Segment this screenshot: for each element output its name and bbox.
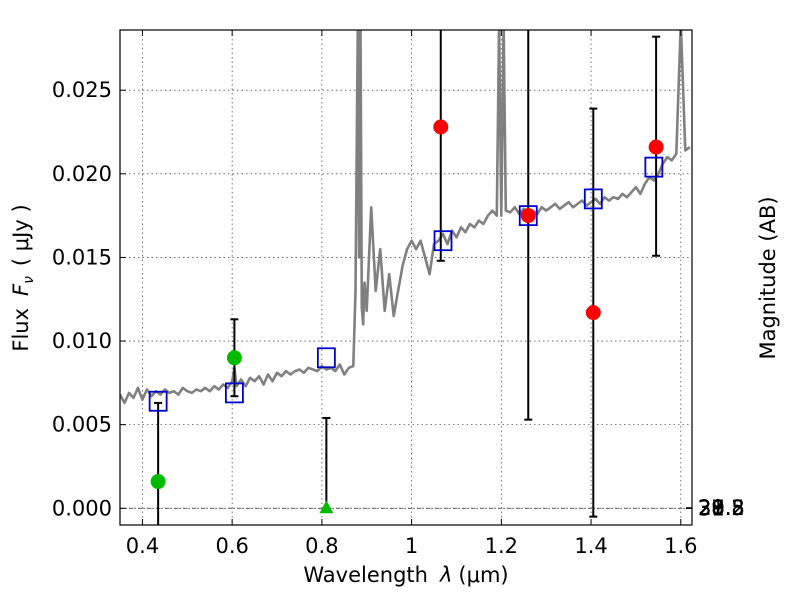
y-tick-label: 0.000	[52, 496, 112, 520]
magnitude-tick-label: 31	[698, 496, 725, 520]
model-square-marker	[433, 230, 453, 252]
red-data-point	[520, 208, 536, 224]
green-data-point	[226, 350, 242, 366]
model-square-marker	[316, 347, 336, 369]
x-tick-label: 1.6	[664, 534, 697, 558]
x-tick-label: 0.4	[126, 534, 159, 558]
magnitude-tick-label: 28	[698, 496, 725, 520]
y-axis-label: FluxFν( μJy )	[9, 204, 37, 351]
x-tick-label: 1.4	[574, 534, 607, 558]
right-axis-label: Magnitude (AB)	[756, 196, 780, 359]
magnitude-tick-label: 28.5	[698, 496, 745, 520]
magnitude-tick-label: 28.2	[698, 496, 745, 520]
red-data-point	[433, 119, 449, 135]
model-square-marker	[224, 382, 244, 404]
magnitude-tick-label: 30	[698, 496, 725, 520]
x-axis-ticks: 0.4 0.6 0.8 1 1.2 1.4 1.6	[126, 30, 697, 558]
model-markers	[148, 156, 664, 412]
y-tick-label: 0.005	[52, 413, 112, 437]
red-data-point	[648, 139, 664, 155]
grid-lines	[120, 30, 692, 525]
green-data-point	[150, 474, 166, 490]
y-tick-label: 0.020	[52, 162, 112, 186]
plot-frame	[119, 29, 693, 526]
magnitude-tick-label: 29	[698, 496, 725, 520]
magnitude-tick-label: 29.5	[698, 496, 745, 520]
y-tick-label: 0.010	[52, 329, 112, 353]
y-tick-label: 0.025	[52, 78, 112, 102]
model-square-marker	[583, 188, 603, 210]
y-axis-ticks: 0.000 0.005 0.010 0.015 0.020 0.025	[52, 78, 126, 520]
model-square-marker	[518, 205, 538, 227]
model-square-marker	[148, 390, 168, 412]
y-tick-label: 0.015	[52, 245, 112, 269]
upper-limit-triangle-marker	[319, 500, 334, 514]
magnitude-tick-label: 27.8	[698, 496, 745, 520]
x-tick-label: 1.2	[485, 534, 518, 558]
x-axis-label: Wavelength λ (μm)	[303, 563, 508, 587]
x-tick-label: 0.8	[305, 534, 338, 558]
observed-markers	[150, 119, 664, 514]
model-square-marker	[644, 156, 664, 178]
x-tick-label: 1	[405, 534, 418, 558]
red-data-point	[585, 305, 601, 321]
spectrum-line	[120, 30, 691, 405]
x-tick-label: 0.6	[215, 534, 248, 558]
